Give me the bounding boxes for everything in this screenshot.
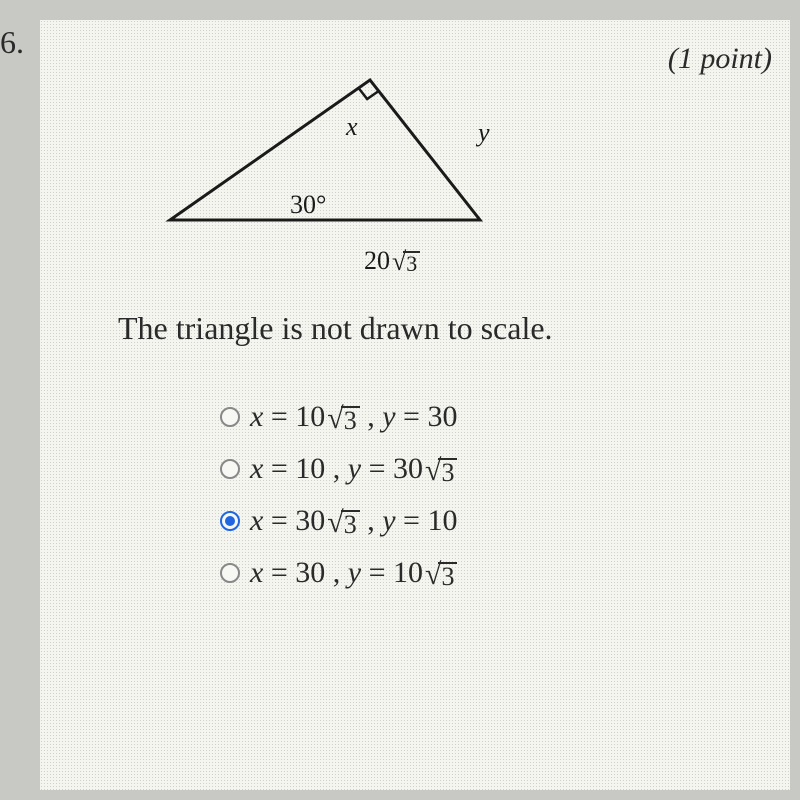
sqrt: √3	[327, 402, 359, 432]
variable: y	[382, 400, 395, 433]
radicand: 3	[438, 458, 457, 486]
option-expression: x = 30 , y = 10√3	[250, 556, 457, 590]
sqrt: √3	[425, 558, 457, 588]
diagram-caption: The triangle is not drawn to scale.	[118, 310, 553, 347]
page-surface: (1 point) x y 30° 20√3 The triangle is n…	[40, 20, 790, 790]
answer-option-2[interactable]: x = 10 , y = 30√3	[220, 452, 457, 486]
sqrt: √3	[425, 454, 457, 484]
radicand: 3	[438, 562, 457, 590]
side-label-x: x	[346, 112, 358, 142]
question-number: 6.	[0, 24, 24, 61]
answer-options: x = 10√3 , y = 30 x = 10 , y = 30√3 x = 30…	[220, 400, 457, 608]
variable: y	[348, 556, 361, 589]
variable: y	[382, 504, 395, 537]
radicand: 3	[341, 510, 360, 538]
variable: x	[250, 400, 263, 433]
base-prefix: 20	[364, 246, 390, 275]
answer-option-4[interactable]: x = 30 , y = 10√3	[220, 556, 457, 590]
side-label-y: y	[478, 118, 490, 148]
option-expression: x = 10 , y = 30√3	[250, 452, 457, 486]
answer-option-3[interactable]: x = 30√3 , y = 10	[220, 504, 457, 538]
triangle-svg	[150, 60, 510, 270]
variable: x	[250, 504, 263, 537]
radio-button[interactable]	[220, 459, 240, 479]
variable: y	[348, 452, 361, 485]
base-label: 20√3	[364, 246, 420, 276]
sqrt: √3	[327, 506, 359, 536]
base-radicand: 3	[403, 251, 420, 275]
base-sqrt: √3	[392, 248, 420, 274]
triangle-diagram: x y 30° 20√3	[150, 60, 510, 270]
points-label: (1 point)	[668, 42, 772, 76]
radio-button[interactable]	[220, 407, 240, 427]
option-expression: x = 10√3 , y = 30	[250, 400, 457, 434]
radicand: 3	[341, 406, 360, 434]
variable: x	[250, 556, 263, 589]
radio-button[interactable]	[220, 563, 240, 583]
variable: x	[250, 452, 263, 485]
angle-label: 30°	[290, 190, 326, 220]
option-expression: x = 30√3 , y = 10	[250, 504, 457, 538]
radio-button[interactable]	[220, 511, 240, 531]
answer-option-1[interactable]: x = 10√3 , y = 30	[220, 400, 457, 434]
